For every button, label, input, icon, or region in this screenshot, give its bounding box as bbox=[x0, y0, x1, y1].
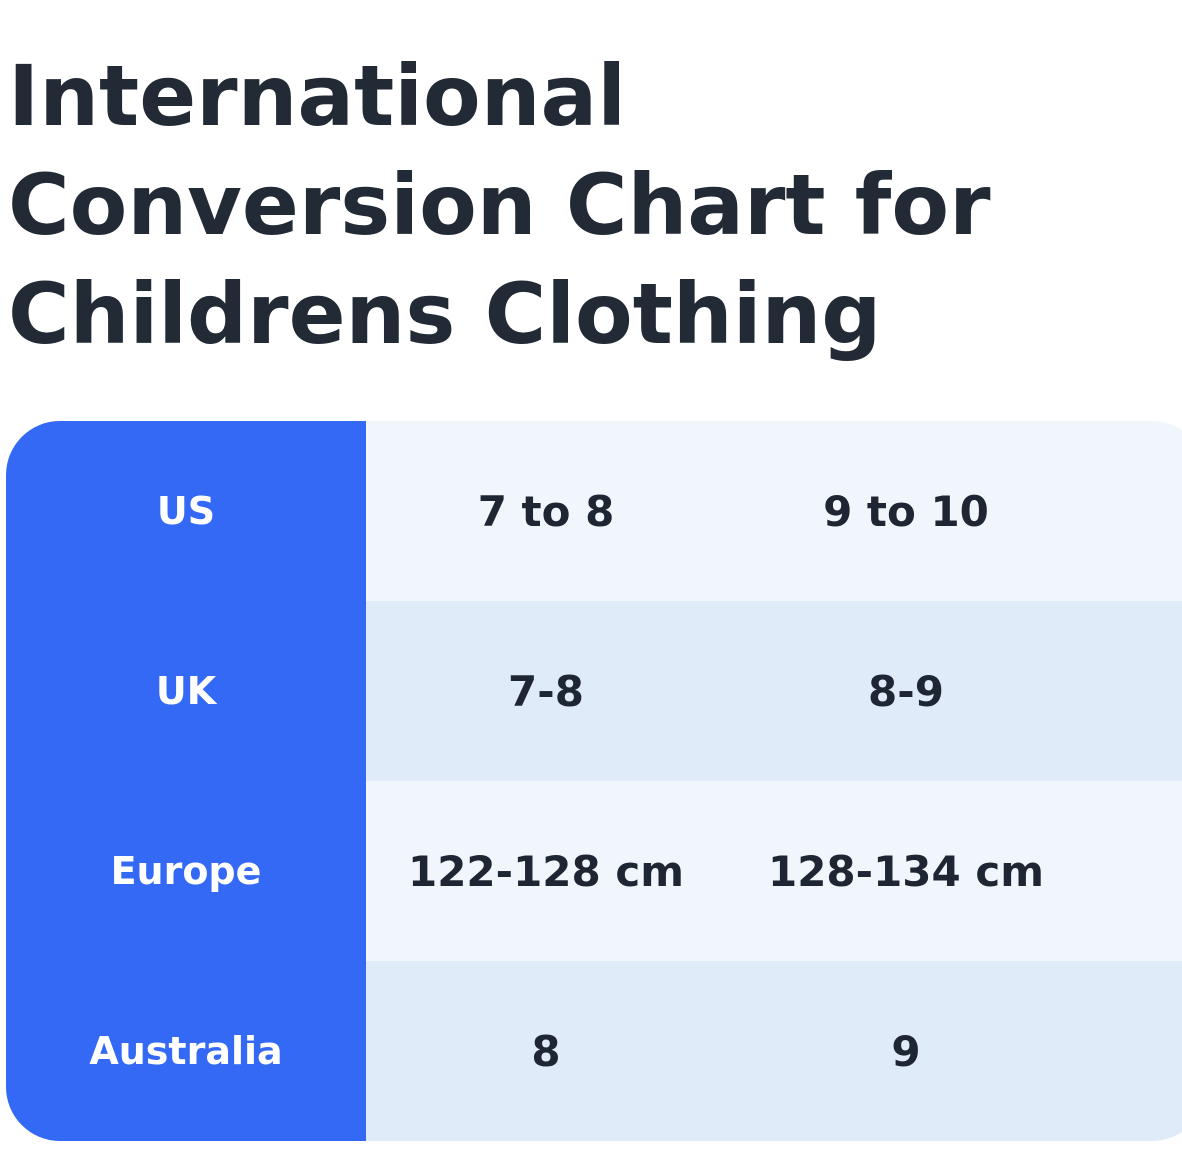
table-cell: 7-8 bbox=[508, 666, 584, 716]
row-header-uk: UK bbox=[6, 601, 366, 781]
table-row-us: US 7 to 8 9 to 10 bbox=[6, 421, 1182, 601]
table-cell: 128-134 cm bbox=[767, 846, 1045, 896]
table-cell-partial bbox=[1086, 601, 1182, 781]
table-cell-partial bbox=[1086, 421, 1182, 601]
row-header-australia: Australia bbox=[6, 961, 366, 1141]
table-cell: 9 to 10 bbox=[823, 486, 989, 536]
table-cell: 122-128 cm bbox=[407, 846, 685, 896]
page-title: International Conversion Chart for Child… bbox=[8, 47, 991, 363]
table-row-australia: Australia 8 9 bbox=[6, 961, 1182, 1141]
row-header-us: US bbox=[6, 421, 366, 601]
table-cell-partial: 1 bbox=[1086, 781, 1182, 961]
table-cell: 8 bbox=[531, 1026, 561, 1076]
table-row-europe: Europe 122-128 cm 128-134 cm 1 bbox=[6, 781, 1182, 961]
table-cell: 9 bbox=[891, 1026, 921, 1076]
size-conversion-table: US 7 to 8 9 to 10 UK 7-8 8-9 Europe 122-… bbox=[6, 421, 1182, 1141]
table-cell: 8-9 bbox=[868, 666, 944, 716]
table-cell-partial bbox=[1086, 961, 1182, 1141]
table-cell: 7 to 8 bbox=[477, 486, 615, 536]
row-header-europe: Europe bbox=[6, 781, 366, 961]
table-row-uk: UK 7-8 8-9 bbox=[6, 601, 1182, 781]
